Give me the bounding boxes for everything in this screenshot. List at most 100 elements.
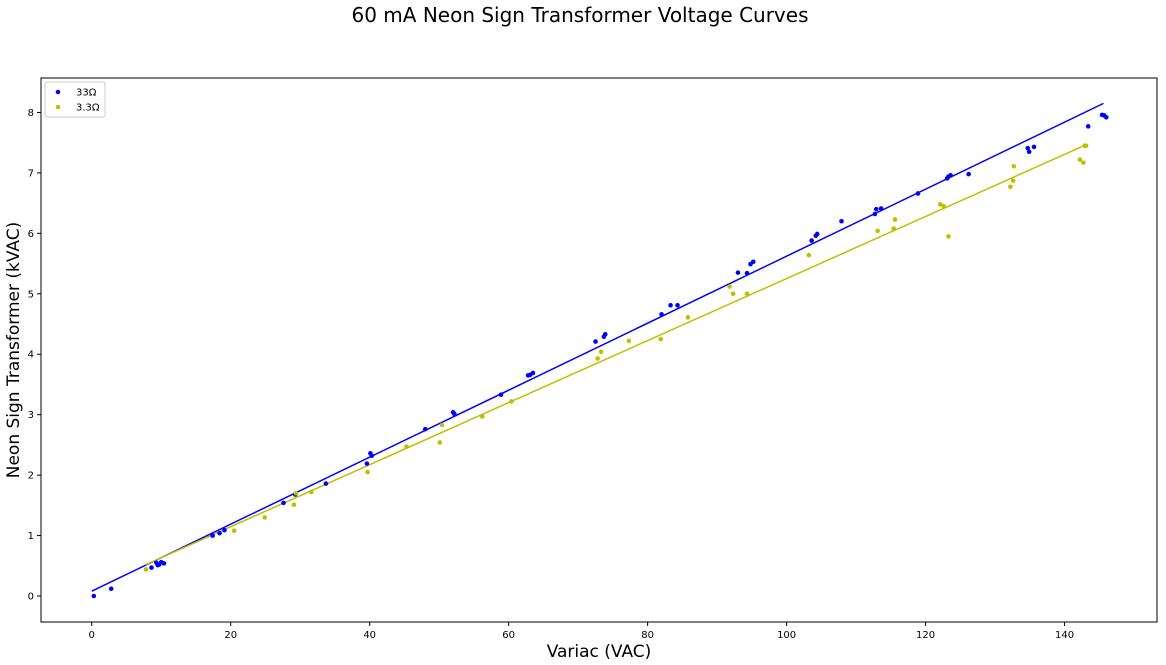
scatter-point [1010,178,1016,184]
scatter-point [593,339,598,344]
scatter-point [149,565,154,570]
y-tick-label: 3 [28,410,34,421]
scatter-point [873,206,879,212]
scatter-point [452,411,457,417]
scatter-point [364,461,370,466]
scatter-point [281,500,286,506]
y-tick-label: 1 [28,531,34,542]
scatter-point [1103,114,1109,120]
scatter-point [509,399,514,404]
y-tick-label: 4 [28,350,34,361]
scatter-point [685,315,691,320]
legend-label: 33Ω [76,88,97,99]
scatter-point [404,444,409,450]
scatter-point [948,173,953,178]
scatter-point [210,533,215,538]
scatter-point [814,231,820,237]
scatter-point [602,331,608,337]
scatter-point [498,392,504,398]
scatter-point [875,228,880,234]
scatter-point [941,203,946,209]
scatter-point [369,453,375,459]
scatter-point [1011,163,1017,169]
scatter-point [1085,124,1091,129]
scatter-point [659,312,664,317]
legend-entry: 3.3Ω [55,103,100,114]
scatter-point [323,481,329,486]
scatter-point [1081,160,1086,165]
scatter-point [161,561,167,566]
legend-box [44,81,106,118]
legend-label: 3.3Ω [76,103,100,114]
scatter-point [806,252,812,258]
legend-marker [55,104,61,110]
y-tick-label: 7 [28,168,34,179]
scatter-point [598,349,604,355]
scatter-point [892,217,898,222]
scatter-point [809,238,814,243]
legend-entry: 33Ω [55,88,97,99]
scatter-point [658,336,664,342]
legend-marker [55,89,61,95]
fit-lines [91,102,1104,592]
scatter-point [1026,149,1032,155]
scatter-point [439,422,445,428]
scatter-points [91,112,1109,599]
scatter-point [626,338,632,344]
scatter-point [293,490,299,496]
scatter-point [915,191,921,196]
x-axis-title: Variac (VAC) [547,642,652,662]
scatter-point [750,259,756,265]
scatter-point [744,291,750,297]
x-tick-label: 60 [502,630,515,641]
scatter-point [479,414,485,419]
scatter-point [1031,144,1037,150]
y-tick-label: 8 [28,108,34,119]
scatter-point [365,469,370,475]
fit-line [91,102,1104,592]
scatter-point [966,171,971,177]
x-tick-label: 40 [363,630,376,641]
x-tick-label: 120 [916,630,935,641]
scatter-point [891,226,896,231]
scatter-point [1077,157,1083,162]
scatter-point [231,528,237,534]
scatter-point [878,206,884,211]
y-tick-label: 2 [28,471,34,482]
scatter-point [108,586,114,592]
x-axis: 0 20 40 60 80 100 120 140 [89,622,1074,641]
scatter-point [143,567,149,572]
fit-line [145,143,1088,566]
x-tick-label: 0 [89,630,95,641]
scatter-point [937,202,943,207]
scatter-point [437,440,443,445]
x-tick-label: 100 [777,630,796,641]
scatter-point [309,489,314,495]
y-tick-label: 6 [28,229,34,240]
scatter-point [530,370,536,376]
x-tick-label: 80 [641,630,654,641]
legend: 33Ω 3.3Ω [44,81,106,118]
y-axis-title: Neon Sign Transformer (kVAC) [4,222,24,479]
scatter-point [217,530,222,536]
scatter-point [946,234,951,239]
scatter-point [1083,143,1089,148]
chart-title: 60 mA Neon Sign Transformer Voltage Curv… [351,3,808,27]
y-axis: 0 1 2 3 4 5 6 7 8 [28,108,41,603]
plot-frame [40,77,1158,623]
x-tick-label: 20 [224,630,237,641]
x-tick-label: 140 [1055,630,1074,641]
scatter-point [1025,145,1031,151]
scatter-point [872,211,878,217]
scatter-point [735,270,741,275]
scatter-point [727,284,732,289]
scatter-point [730,291,736,297]
scatter-point [91,593,97,599]
scatter-point [839,218,844,224]
scatter-point [262,515,268,520]
y-tick-label: 5 [28,289,34,300]
scatter-point [675,302,680,308]
scatter-point [291,502,297,508]
scatter-point [422,426,428,432]
